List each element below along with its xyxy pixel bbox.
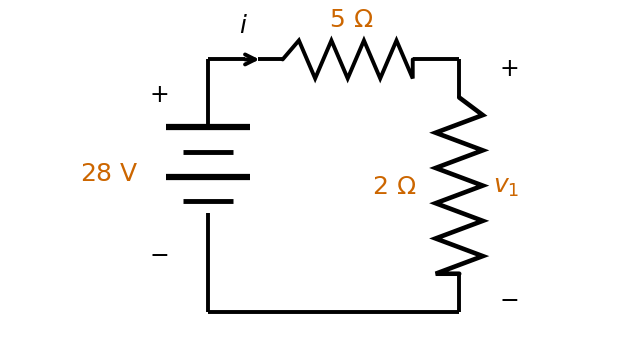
Text: $+$: $+$ <box>499 58 519 81</box>
Text: $v_1$: $v_1$ <box>492 175 519 199</box>
Text: $-$: $-$ <box>499 288 519 311</box>
Text: $28\ \mathrm{V}$: $28\ \mathrm{V}$ <box>79 161 138 186</box>
Text: $+$: $+$ <box>149 84 168 107</box>
Text: $5\ \Omega$: $5\ \Omega$ <box>329 8 373 32</box>
Text: $2\ \Omega$: $2\ \Omega$ <box>372 175 416 199</box>
Text: $i$: $i$ <box>239 15 248 38</box>
Text: $-$: $-$ <box>149 243 168 266</box>
